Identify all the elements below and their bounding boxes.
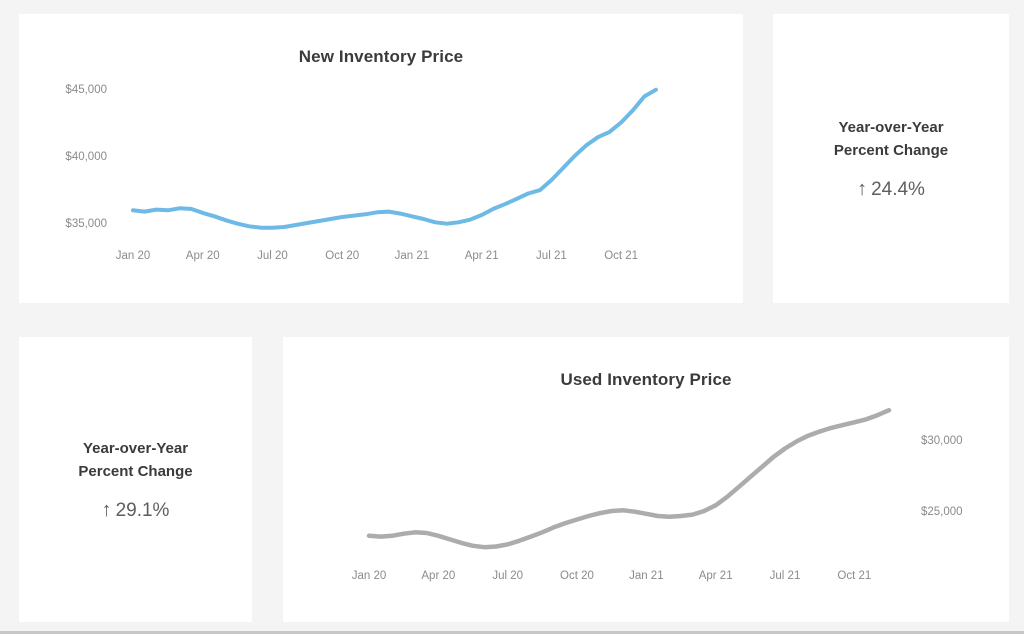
new-inventory-chart-title: New Inventory Price — [298, 47, 464, 66]
new-yoy-value: ↑ 24.4% — [857, 178, 925, 201]
data-line — [131, 87, 658, 230]
window-bottom-edge — [0, 631, 1024, 634]
used-yoy-percent: 29.1% — [115, 500, 170, 522]
used-inventory-price-card: Used Inventory Price $30,000 $25,000 Jan 2… — [283, 337, 1009, 622]
data-line — [366, 407, 892, 550]
new-inventory-price-card: New Inventory Price $45,000 $40,000 $35,00… — [19, 14, 743, 303]
up-arrow-icon: ↑ — [857, 178, 868, 201]
x-axis-tick-label: Apr 20 — [186, 250, 220, 262]
x-axis-tick-label: Oct 20 — [560, 570, 594, 582]
y-axis-tick-label: $25,000 — [921, 506, 963, 518]
x-axis-tick-label: Jul 20 — [492, 570, 523, 582]
x-axis-tick-label: Apr 21 — [465, 250, 499, 262]
used-inventory-chart-title: Used Inventory Price — [560, 370, 732, 389]
used-yoy-heading-line2: Percent Change — [78, 463, 193, 480]
y-axis-tick-label: $35,000 — [65, 218, 107, 230]
x-axis-tick-label: Jan 21 — [395, 250, 430, 262]
used-yoy-heading: Year-over-Year Percent Change — [78, 437, 192, 484]
new-yoy-heading-line2: Percent Change — [833, 142, 949, 159]
new-yoy-percent: 24.4% — [871, 179, 925, 201]
up-arrow-icon: ↑ — [101, 499, 112, 522]
new-yoy-heading: Year-over-Year Percent Change — [834, 116, 948, 163]
new-yoy-heading-line1: Year-over-Year — [838, 118, 944, 136]
x-axis-tick-label: Jan 20 — [116, 250, 151, 262]
x-axis-tick-label: Oct 21 — [604, 250, 638, 262]
x-axis-tick-label: Jan 21 — [629, 570, 664, 582]
used-yoy-heading-line1: Year-over-Year — [82, 439, 189, 457]
used-yoy-value: ↑ 29.1% — [102, 499, 170, 522]
y-axis-tick-label: $45,000 — [65, 84, 107, 96]
x-axis-tick-label: Apr 21 — [699, 570, 733, 582]
new-yoy-card: Year-over-Year Percent Change ↑ 24.4% — [773, 14, 1009, 303]
x-axis-tick-label: Jul 21 — [770, 570, 801, 582]
used-inventory-line-chart[interactable]: $30,000 $25,000 Jan 20 Apr 20 Jul 20 Oct 20 Ja… — [283, 337, 1009, 622]
new-inventory-line-chart[interactable]: $45,000 $40,000 $35,000 Jan 20 Apr 20 Jul 20 O… — [19, 14, 743, 303]
x-axis-tick-label: Jul 20 — [257, 250, 288, 262]
x-axis-tick-label: Oct 20 — [325, 250, 359, 262]
used-yoy-card: Year-over-Year Percent Change ↑ 29.1% — [19, 337, 252, 622]
y-axis-tick-label: $30,000 — [921, 435, 963, 447]
x-axis-tick-label: Jan 20 — [352, 570, 387, 582]
y-axis-tick-label: $40,000 — [65, 151, 107, 163]
x-axis-tick-label: Jul 21 — [536, 250, 567, 262]
x-axis-tick-label: Oct 21 — [837, 570, 871, 582]
x-axis-tick-label: Apr 20 — [421, 570, 455, 582]
